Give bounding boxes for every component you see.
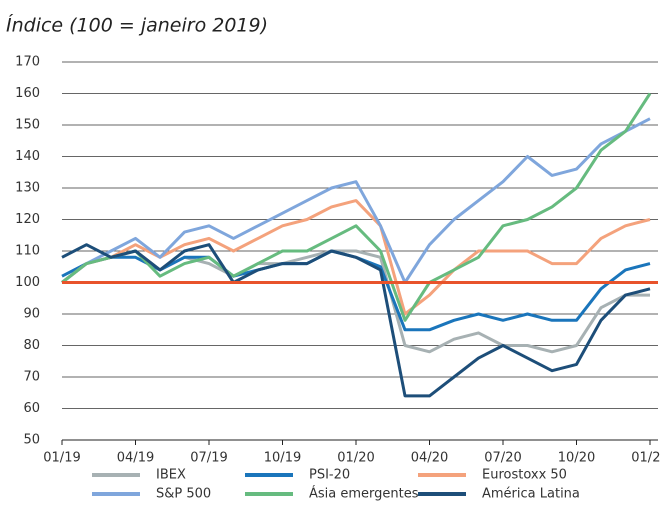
legend-label: América Latina — [482, 487, 580, 502]
chart-subtitle: Índice (100 = janeiro 2019) — [6, 14, 268, 37]
legend-label: IBEX — [156, 468, 186, 483]
x-tick-label: 07/19 — [190, 451, 227, 466]
legend-label: Ásia emergentes — [309, 486, 419, 502]
y-tick-label: 120 — [15, 212, 40, 227]
y-tick-label: 150 — [15, 118, 40, 133]
x-tick-label: 07/20 — [484, 451, 521, 466]
x-tick-label: 04/19 — [117, 451, 154, 466]
series-line — [61, 117, 651, 284]
y-tick-label: 80 — [23, 338, 40, 353]
y-tick-label: 140 — [15, 149, 40, 164]
x-tick-label: 01/19 — [43, 451, 80, 466]
series-line — [61, 92, 652, 322]
y-tick-label: 170 — [15, 55, 40, 70]
x-tick-label: 04/20 — [411, 451, 448, 466]
y-tick-label: 130 — [15, 181, 40, 196]
x-tick-label: 10/19 — [264, 451, 301, 466]
y-tick-label: 90 — [23, 307, 40, 322]
y-tick-label: 50 — [23, 433, 40, 448]
y-tick-label: 110 — [15, 244, 40, 259]
y-tick-label: 70 — [23, 370, 40, 385]
legend-label: S&P 500 — [156, 487, 211, 502]
y-tick-label: 60 — [23, 401, 40, 416]
legend-label: PSI-20 — [309, 468, 350, 483]
series-line — [61, 243, 651, 398]
y-tick-label: 100 — [15, 275, 40, 290]
x-tick-label: 01/20 — [337, 451, 374, 466]
x-tick-label: 01/21 — [631, 451, 660, 466]
x-tick-label: 10/20 — [558, 451, 595, 466]
y-tick-label: 160 — [15, 86, 40, 101]
legend-label: Eurostoxx 50 — [482, 468, 567, 483]
